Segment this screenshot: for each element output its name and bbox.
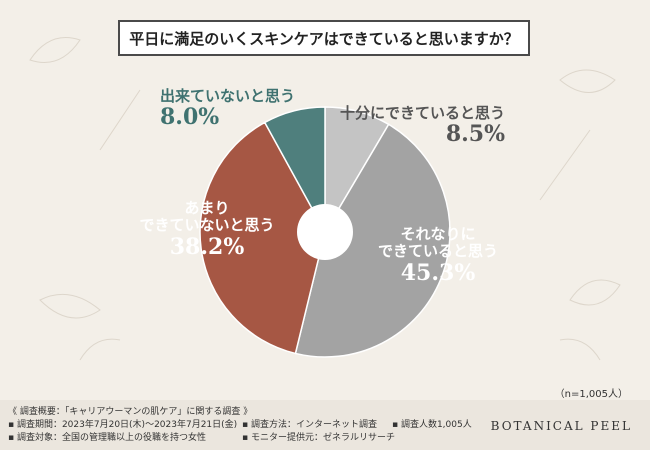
- leaf-pattern-background: [29, 37, 621, 361]
- pie-slice-3: [263, 106, 326, 233]
- slice-label-0: 十分にできていると思う 8.5%: [340, 104, 506, 148]
- survey-footer: 《 調査概要：「キャリアウーマンの肌ケア」に関する調査 》 ▪ 調査期間：202…: [0, 400, 650, 450]
- pie-slice-2: [199, 121, 326, 355]
- slice-label-text: 出来ていないと思う: [160, 87, 296, 105]
- slice-value: 8.5%: [445, 121, 506, 148]
- survey-method: ▪ 調査方法：インターネット調査: [242, 420, 377, 430]
- survey-period: ▪ 調査期間：2023年7月20日(木)～2023年7月21日(金): [8, 420, 238, 430]
- slice-label-text: 十分にできていると思う: [340, 104, 506, 122]
- slice-value: 8.0%: [160, 104, 220, 131]
- pie-center-hole: [297, 204, 353, 260]
- slice-label-text: あまり: [184, 199, 230, 217]
- slice-label-text: それなりに: [400, 225, 476, 243]
- survey-provider: ▪ モニター提供元：ゼネラルリサーチ: [242, 433, 395, 443]
- chart-title: 平日に満足のいくスキンケアはできていると思いますか？: [118, 20, 530, 56]
- survey-count: ▪ 調査人数1,005人: [392, 420, 472, 430]
- survey-overview: 《 調査概要：「キャリアウーマンの肌ケア」に関する調査 》: [8, 407, 253, 417]
- survey-target: ▪ 調査対象：全国の管理職以上の役職を持つ女性: [8, 433, 206, 443]
- slice-label-text: できていないと思う: [139, 216, 275, 235]
- slice-label-text: できていると思う: [377, 242, 498, 261]
- sample-size-note: （n=1,005人）: [554, 389, 628, 400]
- slice-label-3: 出来ていないと思う 8.0%: [160, 87, 296, 131]
- slice-value: 45.3%: [400, 259, 476, 286]
- slice-value: 38.2%: [169, 233, 245, 260]
- slice-label-2: あまり できていないと思う 38.2%: [112, 199, 302, 260]
- pie-slice-1: [294, 123, 451, 358]
- survey-method-info: ▪ 調査方法：インターネット調査 ▪ モニター提供元：ゼネラルリサーチ: [242, 419, 395, 445]
- slice-label-1: それなりに できていると思う 45.3%: [372, 225, 504, 286]
- survey-count-info: ▪ 調査人数1,005人: [392, 419, 472, 432]
- survey-details: 《 調査概要：「キャリアウーマンの肌ケア」に関する調査 》 ▪ 調査期間：202…: [8, 406, 252, 445]
- pie-chart: [199, 106, 451, 358]
- brand-logo: BOTANICAL PEEL: [490, 419, 632, 433]
